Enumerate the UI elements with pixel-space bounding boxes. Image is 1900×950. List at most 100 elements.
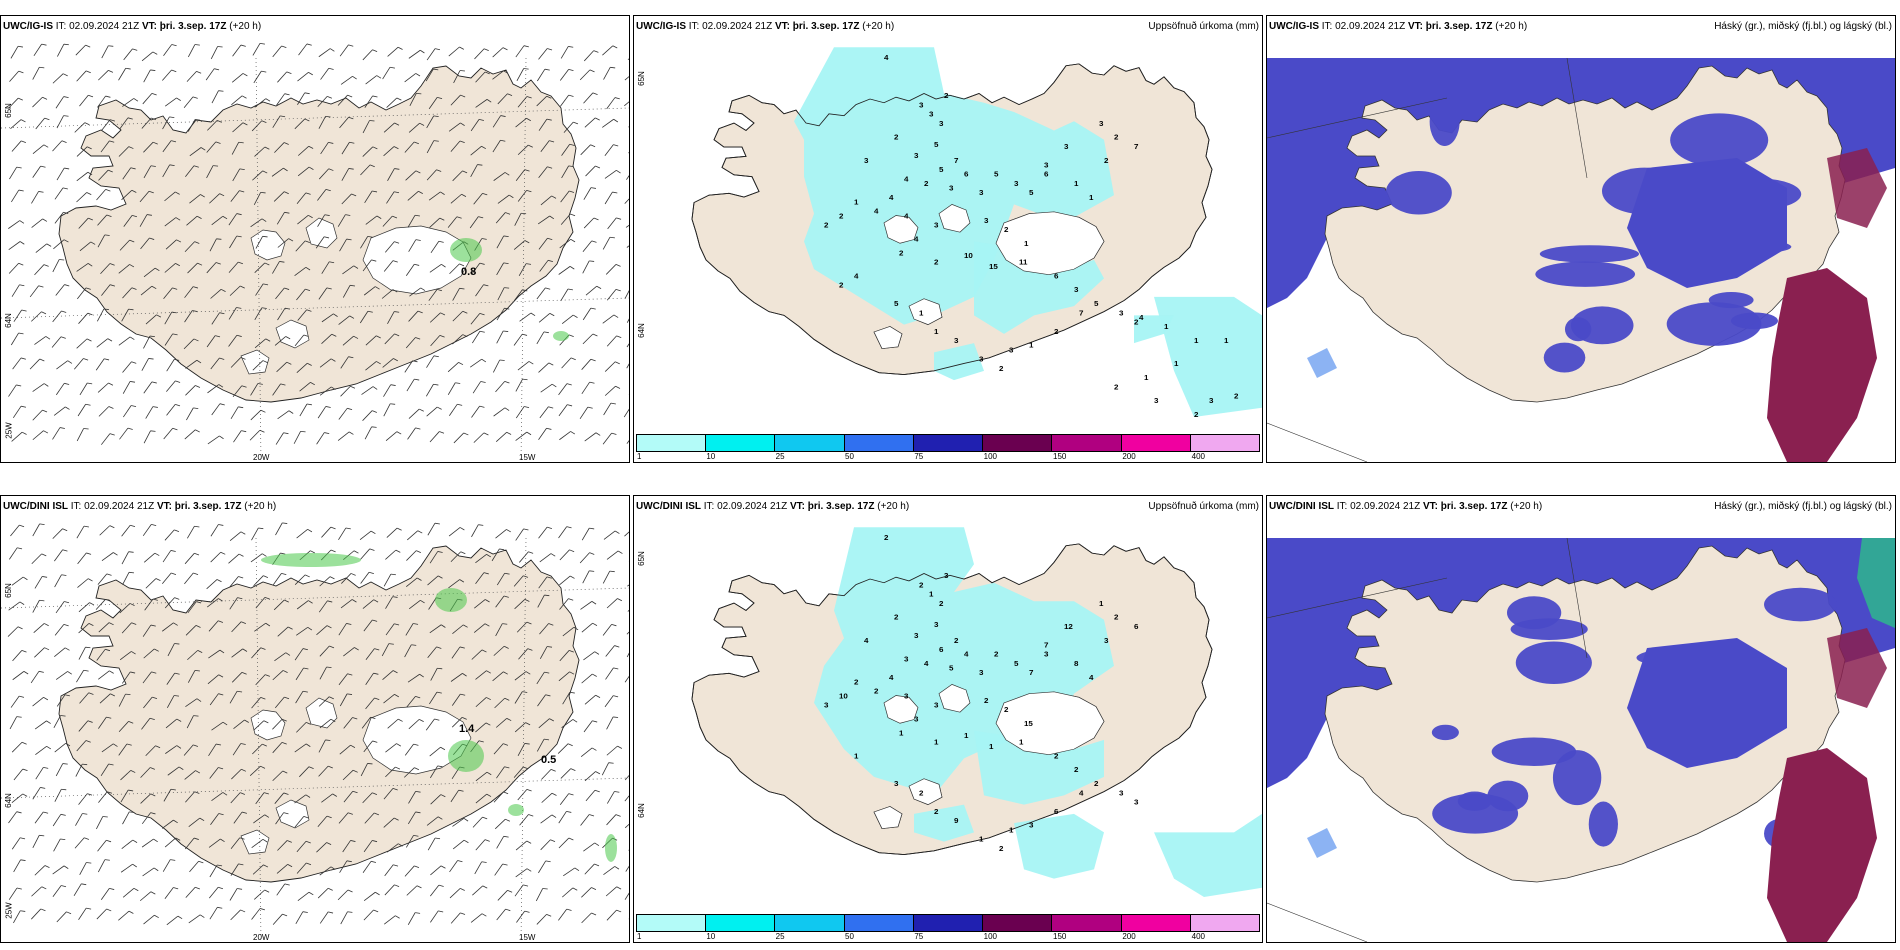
wind-barb <box>166 695 175 709</box>
panel-title: Háský (gr.), miðský (fj.bl.) og lágský (… <box>1714 21 1892 32</box>
wind-barb-flag <box>486 793 492 797</box>
wind-barb <box>493 407 506 417</box>
wind-barb <box>120 770 131 781</box>
wind-barb-flag <box>193 572 199 575</box>
precip-area <box>914 804 974 842</box>
wind-barb-flag <box>459 140 465 143</box>
wind-barb <box>407 427 416 440</box>
mid-cloud-patch <box>1827 628 1887 708</box>
wind-barb-flag <box>544 594 550 597</box>
wind-barb <box>183 96 194 108</box>
wind-barb-flag <box>151 671 157 674</box>
wind-barb <box>515 117 527 128</box>
wind-barb <box>76 525 85 539</box>
precip-value: 1 <box>1024 239 1029 248</box>
wind-barb <box>606 909 617 921</box>
wind-barb <box>428 191 441 201</box>
wind-barb <box>626 343 629 348</box>
wind-barb-flag <box>349 315 355 319</box>
wind-barb-flag <box>126 743 132 746</box>
wind-barb-flag <box>460 551 466 555</box>
precip-value: 1 <box>1099 599 1104 608</box>
valid-time: þri. 3.sep. 17Z <box>1425 21 1493 32</box>
wind-barb <box>8 384 17 397</box>
wind-barb <box>471 405 480 418</box>
wind-barb <box>430 335 441 347</box>
wind-barb-flag <box>392 289 398 293</box>
wind-barb <box>385 549 397 560</box>
valid-time-label: VT: <box>774 21 790 32</box>
wind-barb <box>584 117 596 128</box>
wind-barb <box>604 695 614 708</box>
colorbar-swatch <box>706 435 776 451</box>
wind-barb <box>184 770 196 780</box>
wind-barb <box>272 718 283 730</box>
wind-barb-flag <box>220 551 226 555</box>
wind-barb-flag <box>398 718 403 722</box>
wind-barb-flag <box>414 378 420 381</box>
map-area[interactable] <box>1267 518 1895 942</box>
map-area[interactable]: 2 3 2 1 2 2 3 3 2 6 4 3 4 5 3 2 5 7 3 4 4 2 3 3 2 10 3 2 2 15 7 12 8 4 3 1 2… <box>634 518 1262 942</box>
wind-barb-flag <box>350 385 356 389</box>
wind-barb-flag <box>129 603 135 606</box>
wind-barb <box>604 191 613 205</box>
wind-barb-flag <box>505 212 511 215</box>
wind-barb-flag <box>265 674 270 677</box>
wind-barb-flag <box>370 716 376 719</box>
wind-barb-flag <box>283 432 289 435</box>
wind-barb <box>140 237 150 250</box>
wind-barb <box>558 908 568 921</box>
precip-value: 3 <box>1044 650 1048 659</box>
wind-barb-flag <box>479 312 485 316</box>
wind-barb-flag <box>193 407 199 410</box>
wind-barb-flag <box>503 671 508 675</box>
wind-barb-flag <box>457 860 463 863</box>
axis-label-lon-right: 15W <box>519 453 536 462</box>
low-cloud-patch <box>1539 245 1640 263</box>
wind-barb <box>470 164 478 177</box>
wind-barb-flag <box>265 98 271 102</box>
map-area[interactable]: 0.8 <box>1 38 629 462</box>
wind-barb-flag <box>526 431 532 436</box>
wind-barb <box>516 910 526 923</box>
wind-barb-flag <box>570 238 576 243</box>
wind-barb-flag <box>152 141 158 145</box>
wind-barb <box>317 189 327 201</box>
wind-barb-flag <box>149 335 155 338</box>
wind-barb-flag <box>374 812 380 816</box>
wind-barb <box>101 552 114 562</box>
wind-barb-flag <box>257 383 263 385</box>
wind-barb <box>8 887 18 900</box>
wind-barb-flag <box>153 867 159 872</box>
precip-value: 6 <box>1054 272 1058 281</box>
wind-barb <box>557 743 569 754</box>
wind-barb-flag <box>508 194 514 199</box>
wind-barb <box>277 410 290 420</box>
wind-barb-flag <box>240 909 246 913</box>
wind-barb <box>472 816 483 828</box>
wind-barb-flag <box>414 141 419 145</box>
wind-barb <box>624 892 629 900</box>
wind-barb-flag <box>154 648 159 652</box>
precip-value: 3 <box>1154 396 1158 405</box>
wind-barb-flag <box>372 840 378 843</box>
wind-barb-flag <box>279 261 285 263</box>
wind-barb <box>206 579 218 590</box>
wind-barb-flag <box>481 145 487 150</box>
wind-barb <box>185 625 197 636</box>
wind-barb-flag <box>567 743 573 747</box>
wind-barb-flag <box>415 427 421 430</box>
map-area[interactable] <box>1267 38 1895 462</box>
wind-barb <box>425 384 434 397</box>
wind-barb <box>448 403 458 416</box>
wind-barb <box>582 333 594 345</box>
map-area[interactable]: 1.4 0.5 <box>1 518 629 942</box>
wind-barb-flag <box>485 599 490 603</box>
wind-barb-flag <box>372 619 378 622</box>
precip-value: 7 <box>1044 641 1048 650</box>
precip-value: 1 <box>989 742 994 751</box>
wind-barb-flag <box>546 427 552 430</box>
wind-barb <box>101 433 111 445</box>
wind-barb <box>52 885 62 898</box>
